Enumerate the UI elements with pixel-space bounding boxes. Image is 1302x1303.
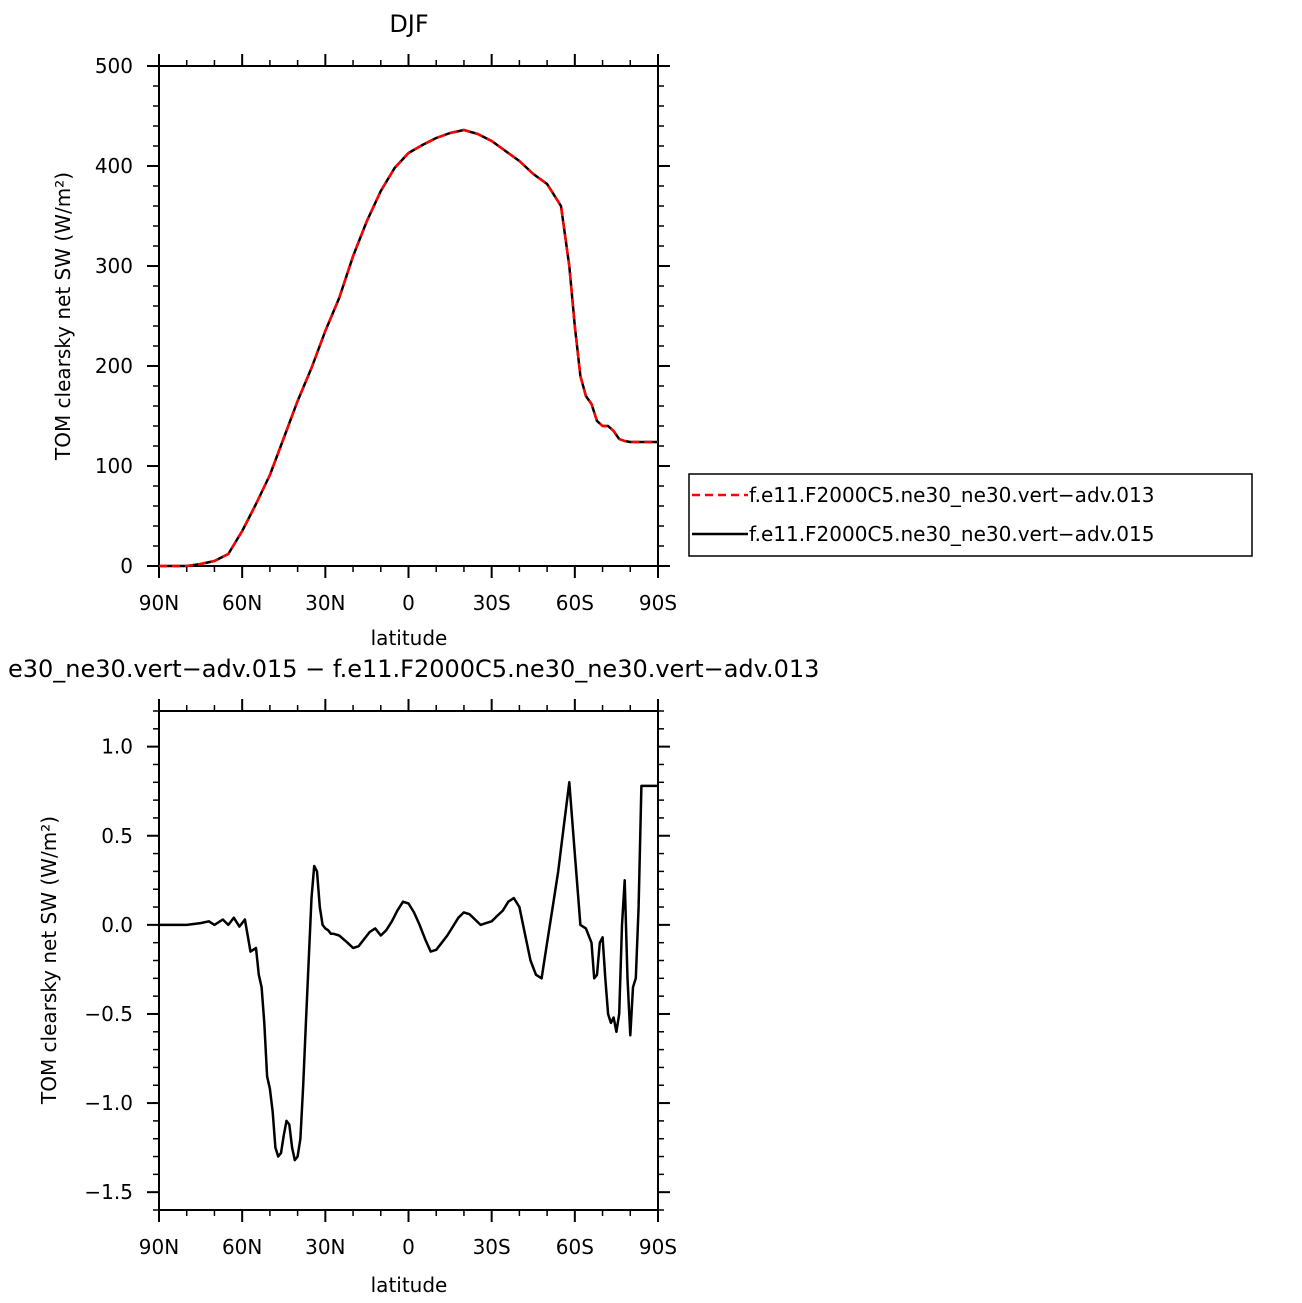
top-y-tick-label: 500 [95,54,133,78]
top-plot-frame [158,65,659,567]
top-x-tick-label: 60N [222,591,262,615]
bottom-y-tick-label: −1.5 [84,1180,133,1204]
bottom-y-tick-label: −1.0 [84,1091,133,1115]
top-series-line-1 [159,128,658,568]
bottom-y-axis-label: TOM clearsky net SW (W/m²) [37,816,61,1105]
top-x-tick-label: 90S [639,591,677,615]
top-x-tick-label: 60S [556,591,594,615]
top-panel: DJF 0 100 200 300 400 500 90N 60N 30N 0 30S 60S 90S… [51,10,677,650]
top-x-tick-labels: 90N 60N 30N 0 30S 60S 90S [139,591,677,615]
top-y-tick-label: 300 [95,254,133,278]
top-series-line-0 [159,128,658,568]
bottom-x-tick-label: 30N [305,1235,345,1259]
bottom-x-tick-label: 60N [222,1235,262,1259]
top-x-axis-label: latitude [371,626,448,650]
legend-label-series-013: f.e11.F2000C5.ne30_ne30.vert−adv.013 [749,483,1154,507]
legend: f.e11.F2000C5.ne30_ne30.vert−adv.013 f.e… [688,473,1253,557]
top-x-tick-label: 30N [305,591,345,615]
bottom-chart-title: e30_ne30.vert−adv.015 − f.e11.F2000C5.ne… [8,655,819,683]
top-ticks [147,54,670,578]
top-y-axis-label: TOM clearsky net SW (W/m²) [51,172,75,461]
top-x-tick-label: 0 [402,591,415,615]
bottom-y-tick-labels: 1.0 0.5 0.0 −0.5 −1.0 −1.5 [84,735,133,1205]
top-x-tick-label: 30S [473,591,511,615]
bottom-x-tick-label: 0 [402,1235,415,1259]
top-chart-title: DJF [389,10,428,38]
top-y-tick-label: 200 [95,354,133,378]
bottom-series-line-0 [159,781,658,1162]
top-x-tick-label: 90N [139,591,179,615]
bottom-panel: e30_ne30.vert−adv.015 − f.e11.F2000C5.ne… [8,655,819,1297]
bottom-y-tick-label: 0.0 [101,913,133,937]
bottom-x-tick-label: 90N [139,1235,179,1259]
bottom-y-tick-label: 0.5 [101,824,133,848]
legend-label-series-015: f.e11.F2000C5.ne30_ne30.vert−adv.015 [749,522,1154,546]
bottom-x-tick-labels: 90N 60N 30N 0 30S 60S 90S [139,1235,677,1259]
top-y-tick-label: 0 [120,554,133,578]
bottom-x-tick-label: 30S [473,1235,511,1259]
bottom-y-tick-label: −0.5 [84,1002,133,1026]
bottom-x-axis-label: latitude [371,1273,448,1297]
top-series-lines [159,128,658,568]
bottom-ticks [147,699,670,1222]
top-y-tick-label: 100 [95,454,133,478]
top-y-tick-label: 400 [95,154,133,178]
bottom-x-tick-label: 90S [639,1235,677,1259]
bottom-plot-frame [158,710,659,1211]
legend-box [688,473,1253,557]
bottom-x-tick-label: 60S [556,1235,594,1259]
bottom-series-lines [159,781,658,1162]
bottom-y-tick-label: 1.0 [101,735,133,759]
top-y-tick-labels: 0 100 200 300 400 500 [95,54,133,578]
